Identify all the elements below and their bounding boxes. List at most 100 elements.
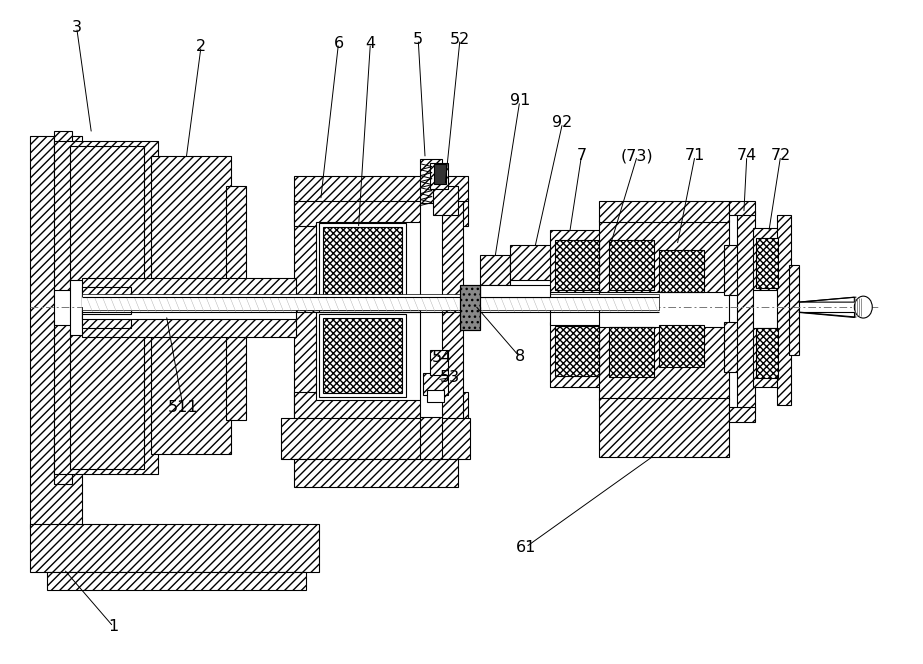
Text: 71: 71 — [685, 148, 705, 163]
Bar — [322, 228, 402, 302]
Bar — [294, 310, 318, 422]
Bar — [69, 330, 144, 469]
Bar — [609, 240, 654, 290]
Bar — [788, 266, 798, 355]
Text: (73): (73) — [621, 148, 653, 163]
Bar — [549, 292, 605, 325]
Bar — [423, 373, 448, 394]
Bar — [420, 159, 442, 207]
Bar — [599, 220, 729, 295]
Bar — [480, 286, 549, 297]
Bar — [438, 310, 463, 422]
Text: 52: 52 — [450, 32, 470, 46]
Bar — [81, 300, 131, 314]
Bar — [729, 406, 755, 422]
Bar — [724, 246, 744, 295]
Text: 8: 8 — [515, 349, 525, 365]
Bar — [480, 256, 509, 286]
Bar — [433, 186, 458, 216]
Bar — [226, 325, 246, 420]
Text: 7: 7 — [577, 148, 586, 163]
Bar — [756, 238, 778, 288]
Bar — [316, 312, 440, 400]
Bar — [294, 199, 318, 310]
Bar — [81, 295, 295, 319]
Bar — [54, 131, 72, 181]
Bar — [30, 136, 81, 529]
Bar — [322, 318, 402, 392]
Bar — [420, 412, 442, 459]
Bar — [420, 203, 442, 416]
Bar — [54, 434, 72, 484]
Bar — [318, 314, 406, 396]
Bar — [555, 326, 599, 376]
Text: 4: 4 — [366, 36, 376, 50]
Bar — [729, 201, 755, 216]
Text: 2: 2 — [196, 39, 206, 54]
Bar — [151, 156, 231, 286]
Text: 6: 6 — [333, 36, 343, 50]
Bar — [753, 322, 781, 386]
Bar — [599, 398, 729, 457]
Bar — [599, 325, 729, 400]
Bar — [756, 328, 778, 378]
Bar — [318, 224, 406, 306]
Text: 91: 91 — [509, 94, 530, 108]
Bar — [555, 240, 599, 290]
Bar — [434, 164, 446, 184]
Bar — [54, 141, 158, 295]
Bar — [281, 418, 470, 459]
Bar — [81, 278, 295, 300]
Bar — [599, 201, 729, 222]
Bar — [460, 286, 480, 330]
Bar — [599, 292, 729, 327]
Polygon shape — [798, 312, 855, 317]
Bar — [81, 294, 659, 310]
Bar — [753, 290, 781, 328]
Bar — [430, 350, 448, 374]
Bar — [659, 250, 704, 292]
Bar — [776, 216, 791, 404]
Text: 74: 74 — [737, 148, 757, 163]
Bar — [294, 392, 468, 420]
Bar — [430, 163, 448, 189]
Text: 1: 1 — [108, 620, 118, 634]
Bar — [427, 390, 444, 402]
Bar — [81, 297, 659, 307]
Bar — [460, 286, 480, 330]
Text: 53: 53 — [440, 371, 460, 385]
Text: 92: 92 — [553, 116, 572, 130]
Text: 5: 5 — [414, 32, 424, 46]
Bar — [609, 327, 654, 376]
Bar — [549, 230, 605, 295]
Bar — [438, 199, 463, 310]
Bar — [54, 320, 158, 474]
Bar — [294, 459, 458, 487]
Bar — [47, 572, 306, 590]
Bar — [151, 325, 231, 454]
Bar — [69, 146, 144, 286]
Text: 3: 3 — [72, 20, 81, 35]
Text: 61: 61 — [516, 540, 536, 554]
Bar — [753, 228, 781, 293]
Bar — [81, 315, 295, 337]
Text: 511: 511 — [168, 400, 198, 415]
Bar — [737, 210, 755, 410]
Bar — [54, 290, 158, 325]
Bar — [294, 199, 468, 226]
Bar — [294, 176, 468, 201]
Bar — [81, 288, 131, 305]
Ellipse shape — [855, 296, 872, 318]
Polygon shape — [798, 297, 855, 302]
Bar — [509, 246, 549, 280]
Bar — [549, 322, 605, 386]
Bar — [316, 222, 440, 310]
Bar — [72, 290, 141, 325]
Bar — [724, 322, 744, 372]
Bar — [69, 280, 144, 335]
Text: 54: 54 — [432, 351, 452, 365]
Bar — [151, 280, 231, 330]
Bar — [226, 186, 246, 286]
Bar — [659, 325, 704, 367]
Bar — [81, 310, 131, 328]
